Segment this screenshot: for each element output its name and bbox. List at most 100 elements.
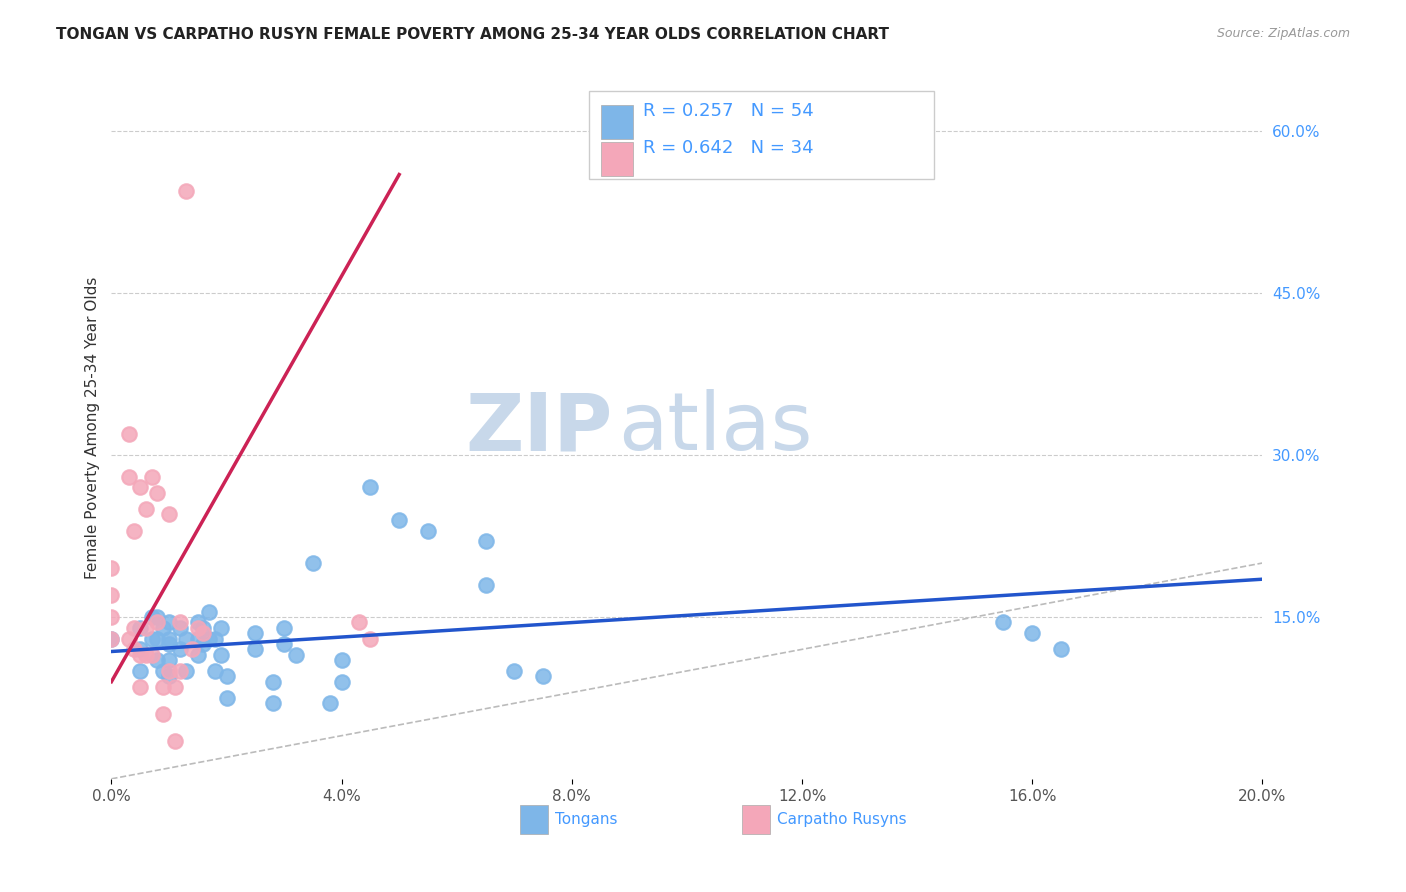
Text: TONGAN VS CARPATHO RUSYN FEMALE POVERTY AMONG 25-34 YEAR OLDS CORRELATION CHART: TONGAN VS CARPATHO RUSYN FEMALE POVERTY …: [56, 27, 889, 42]
Point: [330, 674, 353, 689]
Point: [146, 486, 169, 500]
Point: [152, 621, 174, 635]
Text: Source: ZipAtlas.com: Source: ZipAtlas.com: [1216, 27, 1350, 40]
FancyBboxPatch shape: [600, 105, 633, 139]
Point: [245, 626, 267, 640]
Point: [215, 690, 238, 705]
Point: [135, 621, 157, 635]
Point: [1050, 642, 1073, 657]
Point: [198, 632, 221, 646]
Point: [100, 561, 122, 575]
Point: [245, 642, 267, 657]
Point: [174, 184, 197, 198]
Point: [474, 577, 496, 591]
Point: [100, 588, 122, 602]
Point: [146, 632, 169, 646]
Point: [129, 648, 152, 662]
Text: Carpatho Rusyns: Carpatho Rusyns: [776, 812, 907, 827]
Point: [215, 669, 238, 683]
Point: [152, 680, 174, 694]
Text: ZIP: ZIP: [465, 389, 612, 467]
FancyBboxPatch shape: [742, 805, 770, 833]
Point: [141, 648, 163, 662]
Point: [330, 653, 353, 667]
Point: [141, 469, 163, 483]
Point: [118, 426, 141, 441]
Point: [129, 664, 152, 678]
FancyBboxPatch shape: [600, 142, 633, 176]
Y-axis label: Female Poverty Among 25-34 Year Olds: Female Poverty Among 25-34 Year Olds: [86, 277, 100, 579]
Point: [187, 632, 209, 646]
Point: [124, 621, 146, 635]
Point: [141, 632, 163, 646]
Point: [169, 664, 191, 678]
Point: [152, 707, 174, 722]
Point: [124, 642, 146, 657]
Point: [146, 653, 169, 667]
Point: [273, 637, 295, 651]
Point: [141, 610, 163, 624]
Point: [388, 513, 411, 527]
Point: [157, 669, 180, 683]
Point: [157, 664, 180, 678]
Point: [135, 502, 157, 516]
Point: [187, 615, 209, 630]
Point: [204, 664, 226, 678]
Point: [1021, 626, 1043, 640]
Point: [273, 621, 295, 635]
Point: [169, 642, 191, 657]
Point: [146, 615, 169, 630]
Text: R = 0.642   N = 34: R = 0.642 N = 34: [643, 139, 814, 157]
Point: [187, 621, 209, 635]
Point: [193, 637, 215, 651]
Point: [474, 534, 496, 549]
Point: [187, 648, 209, 662]
Point: [152, 664, 174, 678]
Point: [319, 696, 342, 710]
Point: [129, 642, 152, 657]
FancyBboxPatch shape: [520, 805, 548, 833]
Point: [209, 621, 232, 635]
Point: [174, 632, 197, 646]
Point: [169, 621, 191, 635]
Point: [163, 680, 186, 694]
Point: [302, 556, 325, 570]
Point: [100, 610, 122, 624]
Point: [146, 610, 169, 624]
Text: R = 0.257   N = 54: R = 0.257 N = 54: [643, 102, 814, 120]
Point: [503, 664, 526, 678]
Point: [209, 648, 232, 662]
Point: [163, 734, 186, 748]
Point: [262, 696, 284, 710]
Point: [416, 524, 439, 538]
Point: [118, 469, 141, 483]
Point: [157, 632, 180, 646]
Point: [347, 615, 370, 630]
Point: [118, 632, 141, 646]
Point: [359, 632, 381, 646]
Point: [100, 632, 122, 646]
FancyBboxPatch shape: [589, 92, 935, 179]
Point: [157, 653, 180, 667]
Point: [129, 481, 152, 495]
Point: [129, 621, 152, 635]
Point: [284, 648, 307, 662]
Point: [174, 664, 197, 678]
Point: [181, 642, 204, 657]
Point: [135, 648, 157, 662]
Point: [262, 674, 284, 689]
Point: [124, 524, 146, 538]
Point: [193, 626, 215, 640]
Point: [157, 637, 180, 651]
Point: [204, 632, 226, 646]
Point: [531, 669, 554, 683]
Point: [198, 605, 221, 619]
Point: [169, 615, 191, 630]
Text: Tongans: Tongans: [554, 812, 617, 827]
Point: [157, 615, 180, 630]
Point: [157, 508, 180, 522]
Point: [993, 615, 1015, 630]
Point: [193, 621, 215, 635]
Text: atlas: atlas: [617, 389, 813, 467]
Point: [100, 632, 122, 646]
